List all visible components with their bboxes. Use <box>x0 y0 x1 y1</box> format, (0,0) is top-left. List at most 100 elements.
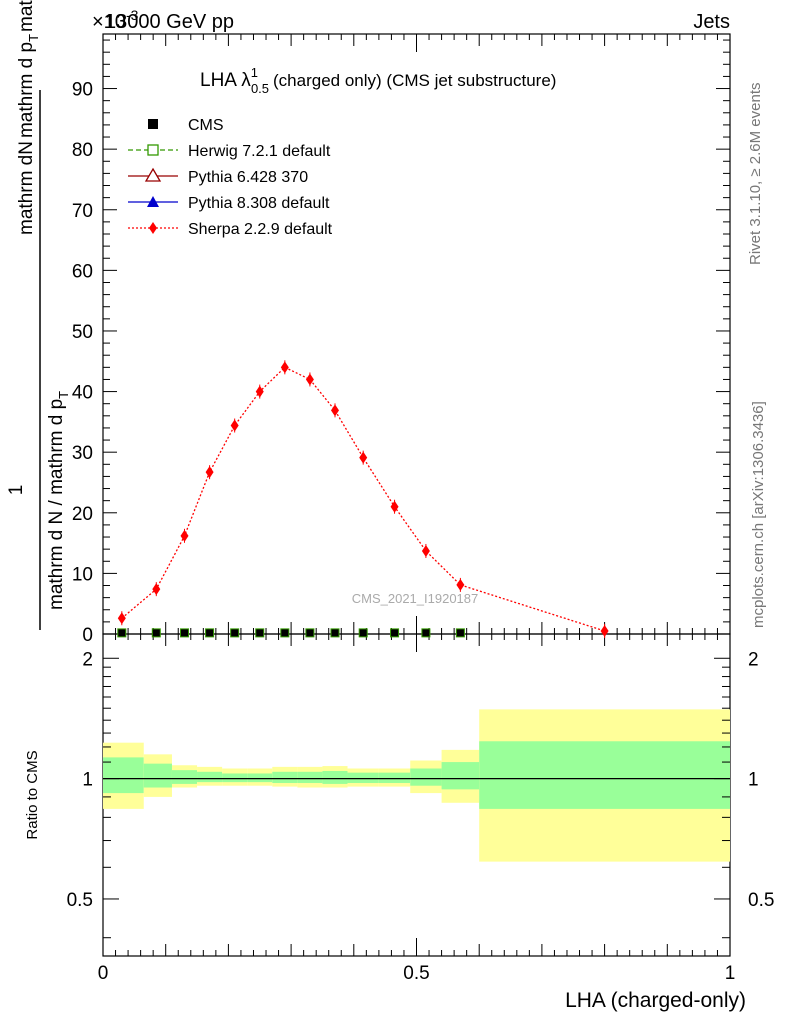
ratio-inner-band <box>247 773 273 783</box>
main-y-label: mathrm dNmathrm d pTmathrm d lambda 1 ma… <box>6 0 71 630</box>
y-label-numerator: mathrm dNmathrm d pTmathrm d lambda <box>16 0 41 235</box>
ratio-y-tick-label-right: 2 <box>748 649 759 670</box>
sherpa-line <box>121 366 605 632</box>
ratio-inner-band <box>222 773 248 783</box>
sherpa-point <box>600 624 609 637</box>
jets-label: Jets <box>693 11 730 33</box>
ratio-bands <box>103 709 730 862</box>
sherpa-series <box>117 360 609 638</box>
sherpa-point <box>421 544 430 557</box>
y-tick-label: 20 <box>72 504 93 525</box>
sherpa-point <box>230 419 239 432</box>
legend-marker <box>147 144 159 156</box>
mcplots-label: mcplots.cern.ch [arXiv:1306.3436] <box>750 401 767 628</box>
herwig-point <box>180 628 190 638</box>
herwig-point <box>358 628 368 638</box>
x-tick-label: 0 <box>98 963 109 984</box>
ratio-inner-band <box>143 763 172 788</box>
y-tick-label: 70 <box>72 201 93 222</box>
plot-title: LHA λ1 0.5 (charged only) (CMS jet substru… <box>200 65 556 96</box>
legend-label: CMS <box>188 117 224 134</box>
legend-label: Pythia 6.428 370 <box>188 169 308 186</box>
herwig-point <box>390 628 400 638</box>
ratio-y-tick-label-right: 0.5 <box>748 890 774 911</box>
y-tick-label: 10 <box>72 564 93 585</box>
main-axes: 0 10 20 30 40 50 60 70 80 90 <box>72 39 730 646</box>
legend-label: Pythia 8.308 default <box>188 195 330 212</box>
herwig-point <box>455 628 465 638</box>
herwig-point <box>305 628 315 638</box>
analysis-watermark: CMS_2021_I1920187 <box>352 591 479 606</box>
sherpa-point <box>359 451 368 464</box>
x-axis-label: LHA (charged-only) <box>565 989 746 1012</box>
y-label-denominator: mathrm d N / mathrm d pT <box>46 391 71 610</box>
y-tick-label: 40 <box>72 383 93 404</box>
energy-label: 13000 GeV pp <box>105 11 234 33</box>
legend-label: Sherpa 2.2.9 default <box>188 221 333 238</box>
ratio-inner-band <box>322 770 348 784</box>
cms-point <box>180 628 189 637</box>
ratio-inner-band <box>441 762 480 790</box>
herwig-point <box>117 628 127 638</box>
y-tick-label: 90 <box>72 80 93 101</box>
x-tick-label: 0.5 <box>403 963 429 984</box>
y-tick-label: 60 <box>72 261 93 282</box>
ratio-inner-band <box>297 771 323 784</box>
ratio-inner-band <box>197 771 223 783</box>
herwig-point <box>255 628 265 638</box>
y-tick-label: 0 <box>82 625 93 646</box>
sherpa-point <box>255 385 264 398</box>
sherpa-point <box>205 466 214 479</box>
cms-point <box>205 628 214 637</box>
x-tick-label: 1 <box>725 963 736 984</box>
herwig-point <box>280 628 290 638</box>
cms-point <box>305 628 314 637</box>
ratio-y-tick-label: 1 <box>82 770 93 791</box>
y-tick-label: 30 <box>72 443 93 464</box>
sherpa-point <box>180 529 189 542</box>
rivet-version-label: Rivet 3.1.10, ≥ 2.6M events <box>747 83 764 266</box>
herwig-point <box>205 628 215 638</box>
sherpa-point <box>280 361 289 374</box>
y-tick-label: 80 <box>72 140 93 161</box>
cms-point <box>152 628 161 637</box>
herwig-point <box>421 628 431 638</box>
legend-marker <box>149 222 157 234</box>
legend-marker <box>147 196 159 207</box>
herwig-point <box>151 628 161 638</box>
cms-point <box>390 628 399 637</box>
herwig-point <box>330 628 340 638</box>
cms-point <box>117 628 126 637</box>
sherpa-point <box>330 404 339 417</box>
y-label-one: 1 <box>6 485 27 496</box>
exponent-label: ×10-3 <box>92 7 139 33</box>
ratio-inner-band <box>410 768 442 786</box>
cms-point <box>230 628 239 637</box>
legend: CMS Herwig 7.2.1 default Pythia 6.428 370 P… <box>128 117 333 238</box>
ratio-y-tick-label: 2 <box>82 649 93 670</box>
ratio-y-tick-label-right: 1 <box>748 770 759 791</box>
ratio-y-label: Ratio to CMS <box>24 750 41 839</box>
cms-point <box>255 628 264 637</box>
sherpa-point <box>456 578 465 591</box>
ratio-inner-band <box>272 771 298 784</box>
sherpa-point <box>117 612 126 625</box>
sherpa-point <box>390 500 399 513</box>
legend-label: Herwig 7.2.1 default <box>188 143 331 160</box>
cms-series <box>117 628 465 638</box>
ratio-inner-band <box>103 757 144 794</box>
ratio-inner-band <box>347 772 379 784</box>
cms-point <box>359 628 368 637</box>
ratio-y-tick-label: 0.5 <box>67 890 93 911</box>
legend-marker <box>148 119 158 129</box>
cms-point <box>456 628 465 637</box>
cms-point <box>421 628 430 637</box>
ratio-inner-band <box>171 770 198 784</box>
cms-point <box>280 628 289 637</box>
y-tick-label: 50 <box>72 322 93 343</box>
herwig-point <box>230 628 240 638</box>
ratio-axes: 0.5 0.5 1 1 2 2 <box>67 649 774 939</box>
legend-marker <box>144 167 162 182</box>
cms-point <box>330 628 339 637</box>
